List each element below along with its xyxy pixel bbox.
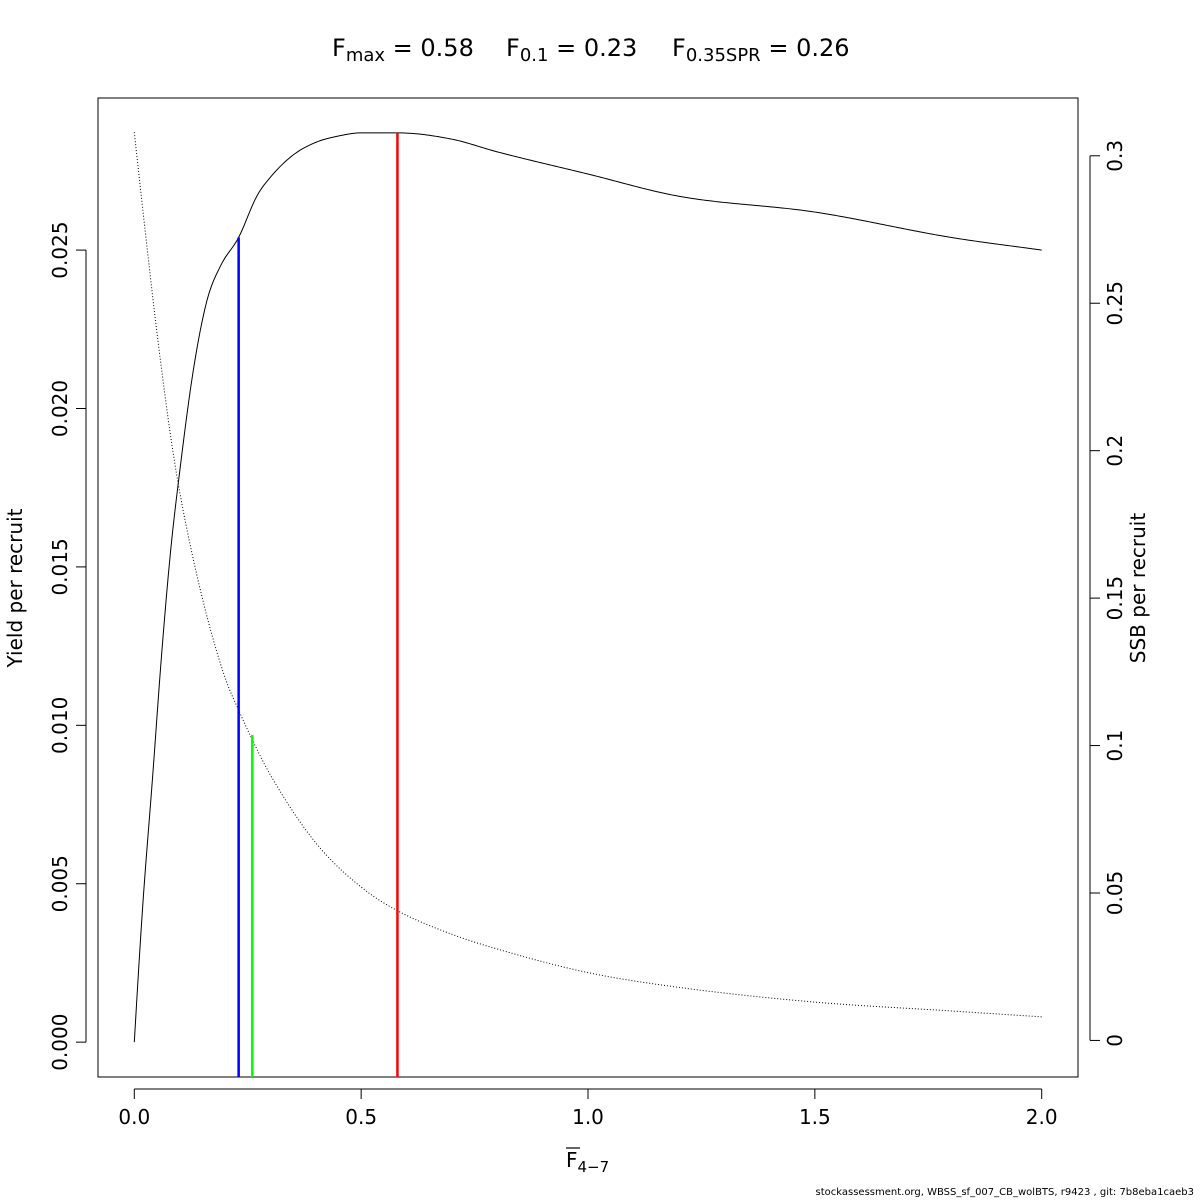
y-tick-label: 0.000: [48, 1014, 72, 1071]
y-tick-label: 0.020: [48, 380, 72, 437]
y2-axis-label: SSB per recruit: [1126, 513, 1150, 664]
y-tick-label: 0.015: [48, 538, 72, 595]
title-fmax: Fmax = 0.58: [332, 34, 474, 66]
y-axis-left: 0.000 0.005 0.010 0.015 0.020 0.025: [48, 221, 87, 1071]
ssb-per-recruit-line: [133, 132, 1042, 1018]
x-axis-label: F4−7: [566, 1148, 609, 1176]
reference-lines: [237, 132, 399, 1077]
chart-title: Fmax = 0.58 F0.1 = 0.23 F0.35SPR = 0.26: [332, 34, 850, 66]
series-layer: [133, 132, 1042, 1043]
x-tick-label: 2.0: [1026, 1105, 1058, 1129]
footer-source: stockassessment.org, WBSS_sf_007_CB_wolB…: [815, 1187, 1195, 1198]
y-tick-label: 0.005: [48, 855, 72, 912]
x-tick-label: 0.0: [118, 1105, 150, 1129]
y2-tick-label: 0.05: [1103, 871, 1127, 916]
y2-tick-label: 0.15: [1103, 576, 1127, 621]
y2-tick-label: 0: [1103, 1034, 1127, 1047]
title-f01: F0.1 = 0.23: [506, 34, 637, 66]
y2-tick-label: 0.25: [1103, 281, 1127, 326]
y-axis-right: 0 0.05 0.1 0.15 0.2 0.25 0.3: [1089, 140, 1127, 1047]
y2-tick-label: 0.3: [1103, 140, 1127, 172]
y-axis-label: Yield per recruit: [3, 508, 27, 668]
x-tick-label: 1.5: [799, 1105, 831, 1129]
x-tick-label: 1.0: [572, 1105, 604, 1129]
x-tick-label: 0.5: [345, 1105, 377, 1129]
x-axis: 0.0 0.5 1.0 1.5 2.0: [118, 1088, 1058, 1129]
y-tick-label: 0.010: [48, 697, 72, 754]
plot-frame: [97, 97, 1079, 1078]
y2-tick-label: 0.2: [1103, 435, 1127, 467]
yield-per-recruit-line: [133, 132, 1042, 1043]
title-f035spr: F0.35SPR = 0.26: [672, 34, 850, 66]
y2-tick-label: 0.1: [1103, 730, 1127, 762]
y-tick-label: 0.025: [48, 221, 72, 278]
